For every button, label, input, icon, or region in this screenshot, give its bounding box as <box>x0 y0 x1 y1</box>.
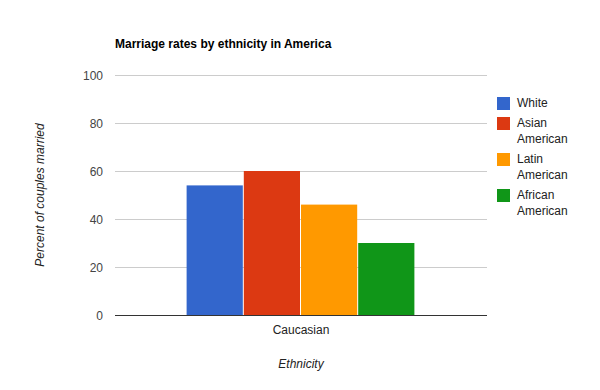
y-tick-label: 100 <box>83 69 103 83</box>
legend-swatch <box>497 189 510 202</box>
x-tick-label: Caucasian <box>273 323 330 337</box>
bar <box>187 185 243 315</box>
grid-line <box>115 315 487 316</box>
legend-label-line: White <box>517 96 548 110</box>
bar <box>301 205 357 315</box>
legend-swatch <box>497 97 510 110</box>
x-axis-label: Ethnicity <box>278 357 324 371</box>
legend-label-line: African <box>517 188 558 202</box>
legend-label-line: American <box>517 204 568 218</box>
y-axis-label: Percent of couples married <box>33 123 47 267</box>
y-tick-label: 80 <box>90 117 104 131</box>
y-tick-label: 40 <box>90 213 104 227</box>
legend-label-line: American <box>517 168 568 182</box>
bars-group <box>187 171 415 315</box>
legend-swatch <box>497 153 510 166</box>
legend-label-line: Asian <box>517 116 550 130</box>
chart-title: Marriage rates by ethnicity in America <box>115 37 332 51</box>
legend-label-line: Latin <box>517 152 546 166</box>
legend-label-line: American <box>517 132 568 146</box>
y-tick-label: 20 <box>90 261 104 275</box>
legend-label: African American <box>517 188 568 218</box>
legend-label: Latin American <box>517 152 568 182</box>
legend-swatch <box>497 117 510 130</box>
y-tick-label: 60 <box>90 165 104 179</box>
x-axis-line <box>115 315 487 316</box>
grid-line <box>115 171 487 172</box>
y-tick-label: 0 <box>96 309 103 323</box>
grid-line <box>115 123 487 124</box>
bar <box>244 171 300 315</box>
chart-svg: 0 20 40 60 80 100 Caucasian Marriage rates by e… <box>0 0 600 390</box>
legend-label: White <box>517 96 548 110</box>
grid-line <box>115 75 487 76</box>
chart-container: 0 20 40 60 80 100 Caucasian Marriage rates by e… <box>0 0 600 390</box>
bar <box>358 243 414 315</box>
legend-label: Asian American <box>517 116 568 146</box>
